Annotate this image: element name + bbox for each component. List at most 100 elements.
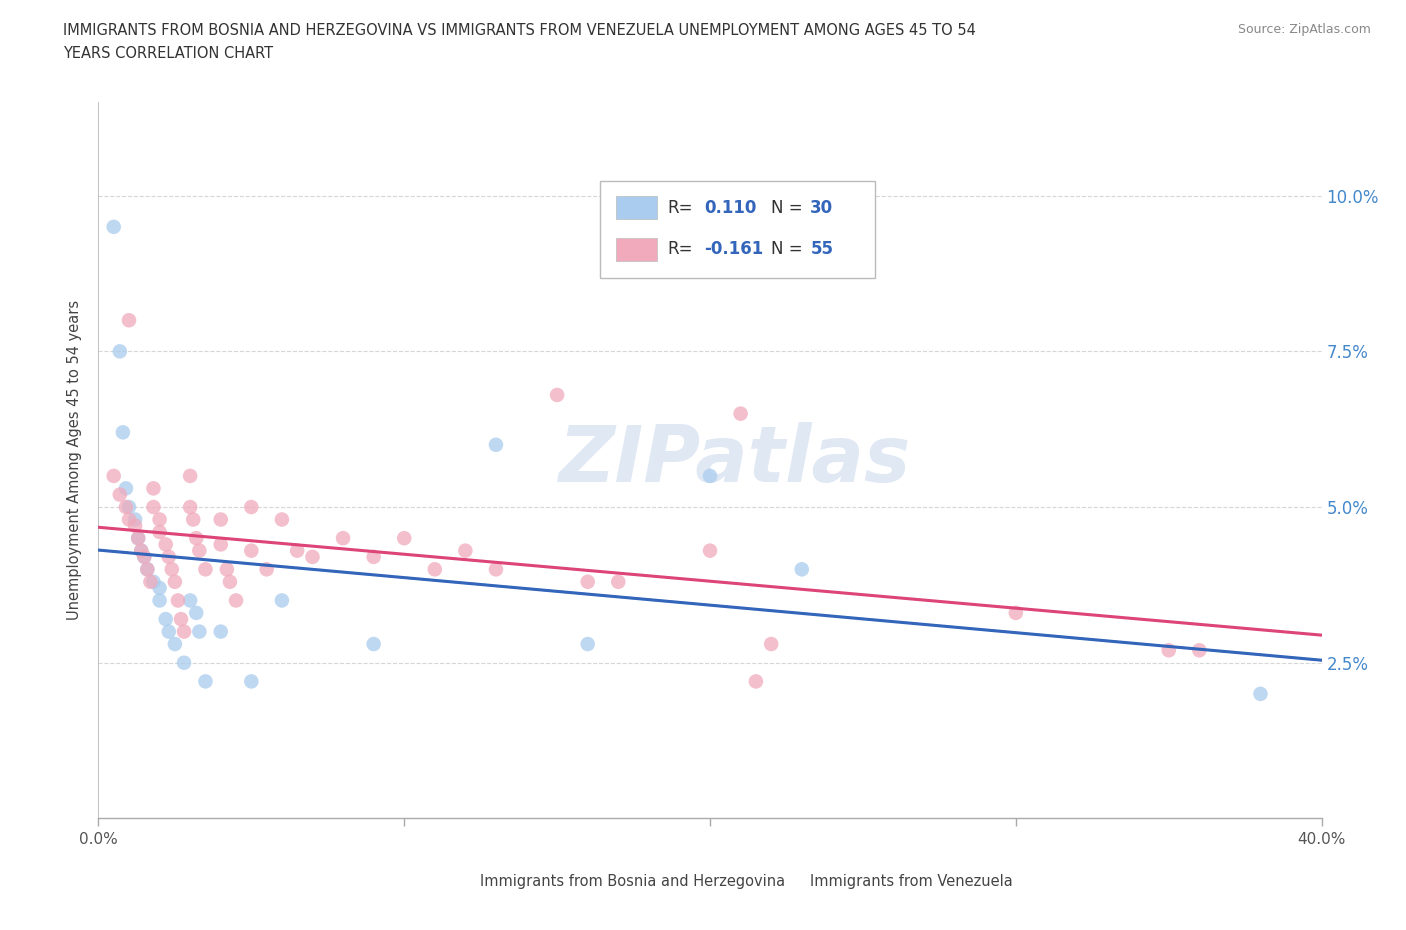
Point [173, 656, 195, 671]
Point [129, 543, 152, 558]
Point [194, 562, 217, 577]
Point [256, 562, 278, 577]
FancyBboxPatch shape [600, 181, 875, 278]
Point [240, 674, 263, 689]
Point [392, 531, 416, 546]
Point [209, 512, 232, 527]
Text: Source: ZipAtlas.com: Source: ZipAtlas.com [1237, 23, 1371, 36]
FancyBboxPatch shape [616, 238, 658, 260]
Point [179, 593, 201, 608]
Point [136, 562, 159, 577]
Point [790, 562, 813, 577]
Point [576, 575, 599, 590]
Point [142, 499, 165, 514]
Point [111, 425, 134, 440]
Text: 30: 30 [810, 199, 834, 217]
Point [115, 499, 138, 514]
Point [118, 499, 141, 514]
Point [332, 531, 354, 546]
Point [108, 344, 131, 359]
Point [103, 219, 125, 234]
Point [240, 499, 263, 514]
Point [576, 637, 599, 652]
Point [155, 612, 177, 627]
Text: -0.161: -0.161 [704, 240, 763, 259]
Point [115, 481, 138, 496]
Point [219, 575, 242, 590]
Text: Immigrants from Venezuela: Immigrants from Venezuela [810, 874, 1014, 889]
Point [745, 674, 768, 689]
Point [215, 562, 238, 577]
Text: N =: N = [772, 240, 803, 259]
Point [142, 481, 165, 496]
Point [181, 512, 204, 527]
Point [149, 593, 172, 608]
Point [139, 575, 162, 590]
Point [163, 575, 186, 590]
Point [699, 469, 721, 484]
Point [127, 531, 149, 546]
Point [179, 469, 201, 484]
Point [1188, 643, 1211, 658]
Point [1249, 686, 1271, 701]
Point [149, 512, 172, 527]
Point [157, 624, 180, 639]
Point [186, 531, 208, 546]
Point [134, 550, 156, 565]
Point [188, 624, 211, 639]
Point [155, 537, 177, 551]
FancyBboxPatch shape [439, 870, 474, 894]
Text: N =: N = [772, 199, 803, 217]
Point [170, 612, 193, 627]
FancyBboxPatch shape [769, 870, 804, 894]
Point [194, 674, 217, 689]
Point [124, 512, 146, 527]
Point [240, 543, 263, 558]
Text: 0.110: 0.110 [704, 199, 756, 217]
Text: R=: R= [668, 240, 693, 259]
Point [730, 406, 752, 421]
Point [103, 469, 125, 484]
Point [179, 499, 201, 514]
Point [423, 562, 446, 577]
Point [149, 580, 172, 595]
Point [136, 562, 159, 577]
Point [149, 525, 172, 539]
Point [186, 605, 208, 620]
Point [301, 550, 323, 565]
Point [699, 543, 721, 558]
Point [124, 518, 146, 533]
Point [209, 624, 232, 639]
Point [1157, 643, 1180, 658]
Point [163, 637, 186, 652]
Point [160, 562, 183, 577]
Point [173, 624, 195, 639]
Text: 55: 55 [810, 240, 834, 259]
Point [285, 543, 308, 558]
Point [108, 487, 131, 502]
FancyBboxPatch shape [616, 196, 658, 219]
Point [188, 543, 211, 558]
Point [129, 543, 152, 558]
Point [485, 562, 508, 577]
Text: Immigrants from Bosnia and Herzegovina: Immigrants from Bosnia and Herzegovina [479, 874, 785, 889]
Point [363, 637, 385, 652]
Point [134, 550, 156, 565]
Point [127, 531, 149, 546]
Point [607, 575, 630, 590]
Point [270, 593, 292, 608]
Point [209, 537, 232, 551]
Point [363, 550, 385, 565]
Point [1004, 605, 1026, 620]
Point [157, 550, 180, 565]
Point [167, 593, 190, 608]
Text: ZIPatlas: ZIPatlas [558, 422, 911, 498]
Point [118, 312, 141, 327]
Point [118, 512, 141, 527]
Point [270, 512, 292, 527]
Point [759, 637, 782, 652]
Text: YEARS CORRELATION CHART: YEARS CORRELATION CHART [63, 46, 273, 61]
Text: IMMIGRANTS FROM BOSNIA AND HERZEGOVINA VS IMMIGRANTS FROM VENEZUELA UNEMPLOYMENT: IMMIGRANTS FROM BOSNIA AND HERZEGOVINA V… [63, 23, 976, 38]
Text: R=: R= [668, 199, 693, 217]
Point [225, 593, 247, 608]
